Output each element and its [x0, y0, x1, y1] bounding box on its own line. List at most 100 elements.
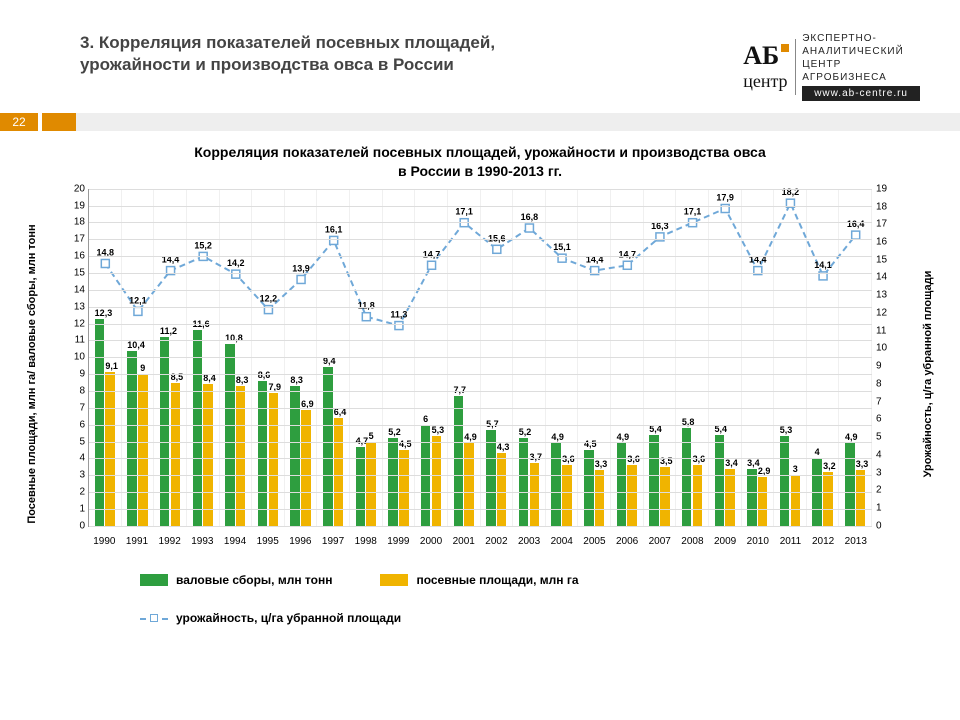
- ytick-right: 1: [876, 503, 898, 514]
- legend-item-line: урожайность, ц/га убранной площади: [140, 611, 860, 625]
- ytick-left: 15: [63, 268, 85, 279]
- slide-title: 3. Корреляция показателей посевных площа…: [80, 32, 560, 76]
- page-number: 22: [0, 113, 38, 131]
- x-tick: 2011: [774, 536, 807, 547]
- line-value-label: 17,1: [684, 206, 702, 216]
- line-value-label: 16,8: [521, 212, 539, 222]
- ytick-left: 10: [63, 352, 85, 363]
- legend-swatch-line: [140, 612, 168, 624]
- line-value-label: 11,3: [390, 309, 407, 319]
- legend-label-line: урожайность, ц/га убранной площади: [176, 611, 401, 625]
- line-value-label: 15,6: [488, 233, 506, 243]
- ytick-right: 16: [876, 236, 898, 247]
- line-marker: [493, 245, 501, 253]
- ytick-right: 6: [876, 414, 898, 425]
- ytick-right: 5: [876, 432, 898, 443]
- x-tick: 1990: [88, 536, 121, 547]
- x-tick: 2000: [415, 536, 448, 547]
- y-axis-left-label: Посевные площади, млн га/ валовые сборы,…: [26, 224, 38, 523]
- line-value-label: 17,9: [716, 192, 734, 202]
- ytick-left: 0: [63, 520, 85, 531]
- ytick-left: 17: [63, 234, 85, 245]
- legend-swatch-green: [140, 574, 168, 586]
- ytick-left: 11: [63, 335, 85, 346]
- logo-square-icon: [781, 44, 789, 52]
- line-value-label: 14,7: [423, 249, 441, 259]
- chart-title: Корреляция показателей посевных площадей…: [40, 143, 920, 181]
- ytick-left: 5: [63, 436, 85, 447]
- x-tick: 1992: [153, 536, 186, 547]
- line-marker: [395, 321, 403, 329]
- ytick-left: 2: [63, 487, 85, 498]
- legend-item-green: валовые сборы, млн тонн: [140, 573, 332, 587]
- ytick-right: 13: [876, 290, 898, 301]
- ytick-left: 12: [63, 318, 85, 329]
- header-stripe: 22: [0, 113, 960, 131]
- x-tick: 1999: [382, 536, 415, 547]
- ytick-right: 8: [876, 378, 898, 389]
- x-tick: 2012: [807, 536, 840, 547]
- line-marker: [134, 307, 142, 315]
- ytick-right: 18: [876, 201, 898, 212]
- x-tick: 1997: [317, 536, 350, 547]
- line-value-label: 13,9: [292, 263, 310, 273]
- line-marker: [623, 261, 631, 269]
- x-tick: 2013: [839, 536, 872, 547]
- line-value-label: 14,2: [227, 258, 245, 268]
- x-tick: 2007: [643, 536, 676, 547]
- line-value-label: 14,1: [814, 260, 832, 270]
- logo-url: www.ab-centre.ru: [802, 86, 920, 101]
- ytick-left: 14: [63, 284, 85, 295]
- ytick-left: 20: [63, 183, 85, 194]
- x-tick: 1998: [349, 536, 382, 547]
- x-tick: 2005: [578, 536, 611, 547]
- x-tick: 2008: [676, 536, 709, 547]
- x-tick: 1991: [121, 536, 154, 547]
- chart: Посевные площади, млн га/ валовые сборы,…: [40, 189, 920, 559]
- legend-swatch-yellow: [380, 574, 408, 586]
- ytick-right: 19: [876, 183, 898, 194]
- line-value-label: 15,2: [194, 240, 212, 250]
- ytick-left: 7: [63, 402, 85, 413]
- ytick-left: 16: [63, 251, 85, 262]
- x-tick: 2001: [447, 536, 480, 547]
- ytick-left: 6: [63, 419, 85, 430]
- ytick-right: 7: [876, 396, 898, 407]
- x-tick: 1993: [186, 536, 219, 547]
- ytick-left: 13: [63, 301, 85, 312]
- line-value-label: 12,2: [260, 293, 278, 303]
- y-axis-right-label: Урожайность, ц/га убранной площади: [922, 270, 934, 477]
- x-tick: 2010: [741, 536, 774, 547]
- ytick-right: 0: [876, 520, 898, 531]
- ytick-left: 1: [63, 503, 85, 514]
- legend-label-green: валовые сборы, млн тонн: [176, 573, 332, 587]
- legend-label-yellow: посевные площади, млн га: [416, 573, 578, 587]
- x-tick: 1996: [284, 536, 317, 547]
- line-marker: [852, 231, 860, 239]
- line-value-label: 15,1: [553, 242, 571, 252]
- logo-bottom: центр: [743, 71, 789, 92]
- x-tick: 1995: [251, 536, 284, 547]
- x-tick: 2002: [480, 536, 513, 547]
- ytick-left: 19: [63, 200, 85, 211]
- line-marker: [297, 275, 305, 283]
- legend: валовые сборы, млн тонн посевные площади…: [40, 559, 920, 625]
- line-value-label: 17,1: [455, 206, 473, 216]
- ytick-right: 14: [876, 272, 898, 283]
- logo: АБ центр ЭКСПЕРТНО-АНАЛИТИЧЕСКИЙЦЕНТРАГР…: [743, 32, 920, 101]
- ytick-right: 4: [876, 449, 898, 460]
- line-value-label: 11,8: [358, 300, 375, 310]
- line-marker: [525, 224, 533, 232]
- ytick-right: 11: [876, 325, 898, 336]
- ytick-right: 2: [876, 485, 898, 496]
- x-tick: 2009: [709, 536, 742, 547]
- ytick-left: 3: [63, 470, 85, 481]
- line-value-label: 16,4: [847, 219, 865, 229]
- x-tick: 2003: [513, 536, 546, 547]
- x-tick: 2004: [545, 536, 578, 547]
- ytick-right: 3: [876, 467, 898, 478]
- ytick-right: 10: [876, 343, 898, 354]
- logo-subtitle: ЭКСПЕРТНО-АНАЛИТИЧЕСКИЙЦЕНТРАГРОБИЗНЕСА: [802, 32, 920, 84]
- ytick-right: 15: [876, 254, 898, 265]
- ytick-left: 9: [63, 369, 85, 380]
